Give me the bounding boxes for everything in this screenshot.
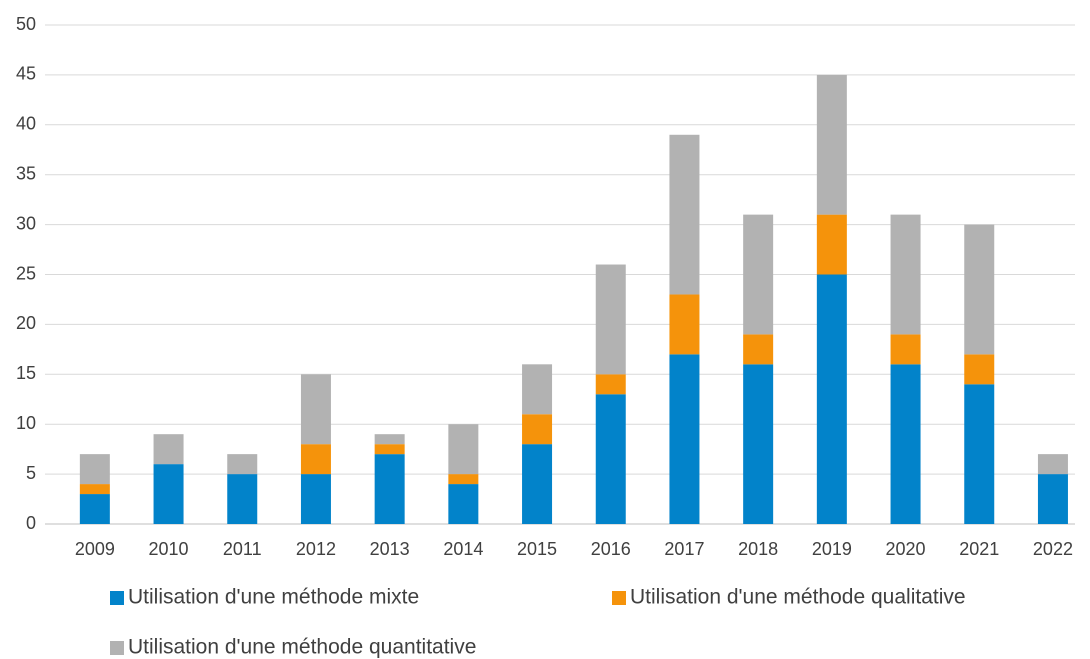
x-tick-label: 2021 xyxy=(959,539,999,559)
bar-segment xyxy=(448,484,479,524)
bar-segment xyxy=(153,464,184,524)
x-tick-label: 2009 xyxy=(75,539,115,559)
y-tick-label: 15 xyxy=(16,363,36,383)
bar-segment xyxy=(153,434,184,465)
bar-segment xyxy=(522,364,553,415)
y-tick-label: 5 xyxy=(26,463,36,483)
bar-segment xyxy=(227,454,258,475)
y-tick-label: 20 xyxy=(16,313,36,333)
bar-segment xyxy=(522,444,553,524)
y-tick-label: 35 xyxy=(16,163,36,183)
x-tick-label: 2017 xyxy=(664,539,704,559)
legend-swatch xyxy=(612,591,626,605)
y-tick-label: 45 xyxy=(16,64,36,84)
bar-segment xyxy=(890,214,921,335)
y-tick-label: 0 xyxy=(26,513,36,533)
bar-segment xyxy=(79,454,110,485)
bar-segment xyxy=(743,364,774,524)
bar-segment xyxy=(79,494,110,524)
x-tick-label: 2010 xyxy=(149,539,189,559)
bar-segment xyxy=(227,474,258,524)
x-tick-label: 2019 xyxy=(812,539,852,559)
bar-segment xyxy=(595,394,626,524)
bar-segment xyxy=(743,214,774,335)
bar-segment xyxy=(743,334,774,365)
legend-label: Utilisation d'une méthode quantitative xyxy=(128,636,476,659)
x-tick-label: 2011 xyxy=(223,539,262,559)
x-tick-label: 2020 xyxy=(886,539,926,559)
legend-label: Utilisation d'une méthode mixte xyxy=(128,586,419,609)
y-tick-label: 50 xyxy=(16,14,36,34)
bar-segment xyxy=(300,444,331,475)
bar-segment xyxy=(964,354,995,385)
x-tick-label: 2022 xyxy=(1033,539,1073,559)
bar-segment xyxy=(816,214,847,275)
bar-segment xyxy=(816,74,847,215)
bar-segment xyxy=(374,454,405,524)
bar-segment xyxy=(448,474,479,485)
x-tick-label: 2013 xyxy=(370,539,410,559)
bar-segment xyxy=(595,374,626,395)
x-tick-label: 2018 xyxy=(738,539,778,559)
bar-segment xyxy=(374,444,405,455)
y-tick-label: 30 xyxy=(16,213,36,233)
x-tick-label: 2016 xyxy=(591,539,631,559)
bar-segment xyxy=(1037,474,1068,524)
bar-segment xyxy=(964,224,995,355)
legend-swatch xyxy=(110,641,124,655)
bar-segment xyxy=(816,274,847,524)
x-tick-label: 2012 xyxy=(296,539,336,559)
y-tick-label: 40 xyxy=(16,114,36,134)
bar-segment xyxy=(79,484,110,495)
bar-segment xyxy=(669,354,700,524)
bar-segment xyxy=(669,134,700,295)
bar-segment xyxy=(522,414,553,445)
bar-segment xyxy=(300,374,331,445)
bar-segment xyxy=(964,384,995,524)
legend-label: Utilisation d'une méthode qualitative xyxy=(630,586,966,609)
bar-segment xyxy=(448,424,479,475)
y-tick-label: 25 xyxy=(16,263,36,283)
x-tick-label: 2015 xyxy=(517,539,557,559)
bar-segment xyxy=(890,334,921,365)
bar-segment xyxy=(595,264,626,375)
bar-segment xyxy=(300,474,331,524)
x-tick-label: 2014 xyxy=(443,539,483,559)
bar-segment xyxy=(890,364,921,524)
bar-segment xyxy=(374,434,405,445)
bar-segment xyxy=(1037,454,1068,475)
legend-swatch xyxy=(110,591,124,605)
bar-segment xyxy=(669,294,700,355)
y-tick-label: 10 xyxy=(16,413,36,433)
